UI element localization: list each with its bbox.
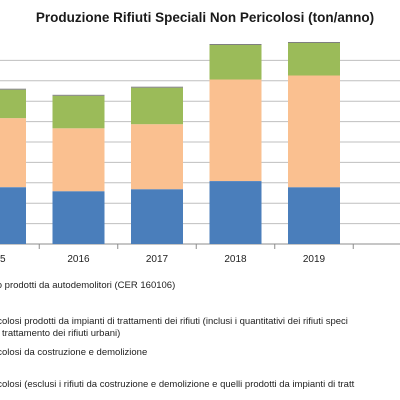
bar-segment-2019 — [288, 43, 340, 76]
x-tick-label: 2017 — [146, 254, 169, 265]
legend: so prodotti da autodemolitori (CER 16010… — [0, 270, 400, 400]
bar-segment-2017 — [131, 124, 183, 190]
bar-segment-2015 — [0, 88, 26, 90]
bar-segment-2017 — [131, 87, 183, 125]
bar-segment-2019 — [288, 42, 340, 43]
x-tick-label: 2016 — [67, 254, 90, 265]
chart-title: Produzione Rifiuti Speciali Non Pericolo… — [36, 10, 374, 25]
bar-segment-2016 — [52, 95, 105, 129]
legend-item-impianti-trattamento: ricolosi prodotti da impianti di trattam… — [0, 316, 400, 340]
x-tick-label: 2018 — [224, 254, 247, 265]
bar-segment-2017 — [131, 189, 183, 244]
legend-label-continuation: al trattamento dei rifiuti urbani) — [0, 328, 121, 339]
legend-label: ricolosi (esclusi i rifiuti da costruzio… — [0, 379, 355, 390]
x-axis-ticks: 15 2016 2017 2018 2019 — [0, 254, 326, 265]
bar-segment-2018 — [209, 79, 262, 181]
legend-item-costruzione-demolizione: ricolosi da costruzione e demolizione — [0, 347, 400, 359]
bar-segment-2016 — [52, 128, 105, 192]
bar-series — [0, 42, 340, 244]
x-tick-label: 2019 — [303, 254, 326, 265]
chart-area: Produzione Rifiuti Speciali Non Pericolo… — [0, 10, 400, 265]
bar-segment-2015 — [0, 187, 26, 244]
bar-segment-2018 — [209, 44, 262, 45]
bar-segment-2019 — [288, 187, 340, 244]
bar-segment-2016 — [52, 94, 105, 96]
legend-label: ricolosi prodotti da impianti di trattam… — [0, 316, 348, 327]
legend-label: so prodotti da autodemolitori (CER 16010… — [0, 280, 176, 291]
legend-item-esclusi: ricolosi (esclusi i rifiuti da costruzio… — [0, 379, 400, 391]
legend-label: ricolosi da costruzione e demolizione — [0, 347, 148, 358]
bar-segment-2017 — [131, 86, 183, 88]
bar-segment-2018 — [209, 181, 262, 244]
bar-segment-2015 — [0, 89, 26, 119]
bar-segment-2015 — [0, 118, 26, 188]
bar-segment-2016 — [52, 191, 105, 244]
legend-item-autodemolitori: so prodotti da autodemolitori (CER 16010… — [0, 280, 400, 292]
bar-segment-2018 — [209, 45, 262, 80]
bar-segment-2019 — [288, 75, 340, 188]
x-tick-label: 15 — [0, 254, 6, 265]
